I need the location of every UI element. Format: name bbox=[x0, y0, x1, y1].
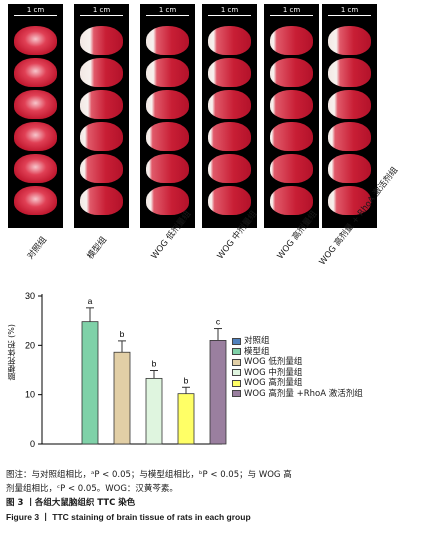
brain-slice-photo bbox=[146, 122, 189, 151]
brain-slice-photo bbox=[146, 90, 189, 119]
brain-slice-photo bbox=[328, 122, 371, 151]
scale-bar: 1 cm bbox=[146, 6, 189, 16]
brain-slice-photo bbox=[270, 122, 313, 151]
legend-swatch bbox=[232, 379, 241, 387]
legend-swatch bbox=[232, 369, 241, 377]
figure-title-en: Figure 3 丨 TTC staining of brain tissue … bbox=[6, 512, 251, 522]
significance-mark: b bbox=[152, 358, 157, 368]
bar-chart: 0 10 20 30 a b b b c bbox=[25, 291, 227, 449]
brain-slice-photo bbox=[328, 58, 371, 87]
brain-slice-photo bbox=[270, 186, 313, 215]
brain-slice-photo bbox=[208, 26, 251, 55]
brain-slice-photo bbox=[80, 154, 123, 183]
legend-label: WOG 高剂量 +RhoA 激活剂组 bbox=[244, 388, 363, 399]
legend-item: 对照组 bbox=[232, 336, 363, 347]
significance-mark: b bbox=[120, 329, 125, 339]
legend-item: WOG 低剂量组 bbox=[232, 357, 363, 368]
legend-item: WOG 中剂量组 bbox=[232, 368, 363, 379]
bar bbox=[177, 393, 195, 445]
legend-item: 模型组 bbox=[232, 347, 363, 358]
brain-slice-photo bbox=[208, 154, 251, 183]
figure-title-cn: 图 3 丨各组大鼠脑组织 TTC 染色 bbox=[6, 498, 136, 508]
legend-item: WOG 高剂量组 bbox=[232, 378, 363, 389]
brain-slice-photo bbox=[328, 186, 371, 215]
brain-slice-photo bbox=[14, 154, 57, 183]
brain-slice-photo bbox=[328, 154, 371, 183]
figure-note-line-2: 剂量组相比，ᶜP < 0.05。WOG：汉黄芩素。 bbox=[6, 484, 178, 494]
brain-slice-photo bbox=[14, 90, 57, 119]
legend-label: 对照组 bbox=[244, 336, 270, 346]
y-tick-label: 20 bbox=[25, 340, 35, 350]
y-tick-label: 0 bbox=[30, 439, 35, 449]
significance-mark: c bbox=[216, 317, 221, 327]
ttc-panel: 1 cm bbox=[74, 4, 129, 228]
brain-slice-photo bbox=[80, 90, 123, 119]
legend-swatch bbox=[232, 337, 241, 345]
legend-swatch bbox=[232, 390, 241, 398]
significance-mark: a bbox=[88, 296, 93, 306]
scale-bar: 1 cm bbox=[270, 6, 313, 16]
figure-note: 图注：与对照组相比，ᵃP < 0.05；与模型组相比，ᵇP < 0.05；与 W… bbox=[6, 468, 417, 524]
brain-slice-photo bbox=[208, 186, 251, 215]
brain-slice-photo bbox=[80, 186, 123, 215]
ttc-panel: 1 cm bbox=[8, 4, 63, 228]
ttc-panel: 1 cm bbox=[322, 4, 377, 228]
legend-swatch bbox=[232, 358, 241, 366]
brain-slice-photo bbox=[328, 26, 371, 55]
brain-slice-photo bbox=[270, 90, 313, 119]
chart-legend: 对照组 模型组 WOG 低剂量组 WOG 中剂量组 WOG 高剂量组 WOG 高剂量 +R… bbox=[232, 336, 363, 399]
significance-mark: b bbox=[184, 375, 189, 385]
legend-item: WOG 高剂量 +RhoA 激活剂组 bbox=[232, 389, 363, 400]
brain-slice-photo bbox=[146, 186, 189, 215]
figure-note-line-1: 图注：与对照组相比，ᵃP < 0.05；与模型组相比，ᵇP < 0.05；与 W… bbox=[6, 470, 292, 480]
brain-slice-photo bbox=[208, 90, 251, 119]
brain-slice-photo bbox=[270, 58, 313, 87]
brain-slice-photo bbox=[270, 26, 313, 55]
ttc-panel: 1 cm bbox=[140, 4, 195, 228]
legend-label: WOG 中剂量组 bbox=[244, 367, 303, 378]
bar bbox=[145, 377, 163, 445]
y-tick-label: 30 bbox=[25, 291, 35, 301]
scale-bar: 1 cm bbox=[14, 6, 57, 16]
y-tick-label: 10 bbox=[25, 390, 35, 400]
legend-label: 模型组 bbox=[244, 346, 270, 357]
brain-slice-photo bbox=[80, 58, 123, 87]
brain-slice-photo bbox=[14, 58, 57, 87]
legend-label: WOG 低剂量组 bbox=[244, 357, 303, 367]
brain-slice-photo bbox=[208, 58, 251, 87]
ttc-panel: 1 cm bbox=[202, 4, 257, 228]
brain-slice-photo bbox=[80, 26, 123, 55]
brain-slice-photo bbox=[14, 122, 57, 151]
group-label: 对照组 bbox=[25, 235, 50, 262]
brain-slice-photo bbox=[80, 122, 123, 151]
brain-slice-photo bbox=[328, 90, 371, 119]
ttc-panel: 1 cm bbox=[264, 4, 319, 228]
bar bbox=[81, 321, 99, 445]
scale-bar: 1 cm bbox=[208, 6, 251, 16]
brain-slice-photo bbox=[146, 58, 189, 87]
brain-slice-photo bbox=[208, 122, 251, 151]
brain-slice-photo bbox=[14, 26, 57, 55]
brain-slice-photo bbox=[14, 186, 57, 215]
brain-slice-photo bbox=[146, 154, 189, 183]
legend-swatch bbox=[232, 348, 241, 356]
bar bbox=[113, 351, 131, 445]
legend-label: WOG 高剂量组 bbox=[244, 378, 303, 388]
group-label: 模型组 bbox=[85, 235, 110, 262]
scale-bar: 1 cm bbox=[328, 6, 371, 16]
scale-bar: 1 cm bbox=[80, 6, 123, 16]
brain-slice-photo bbox=[146, 26, 189, 55]
bar bbox=[209, 340, 227, 445]
brain-slice-photo bbox=[270, 154, 313, 183]
